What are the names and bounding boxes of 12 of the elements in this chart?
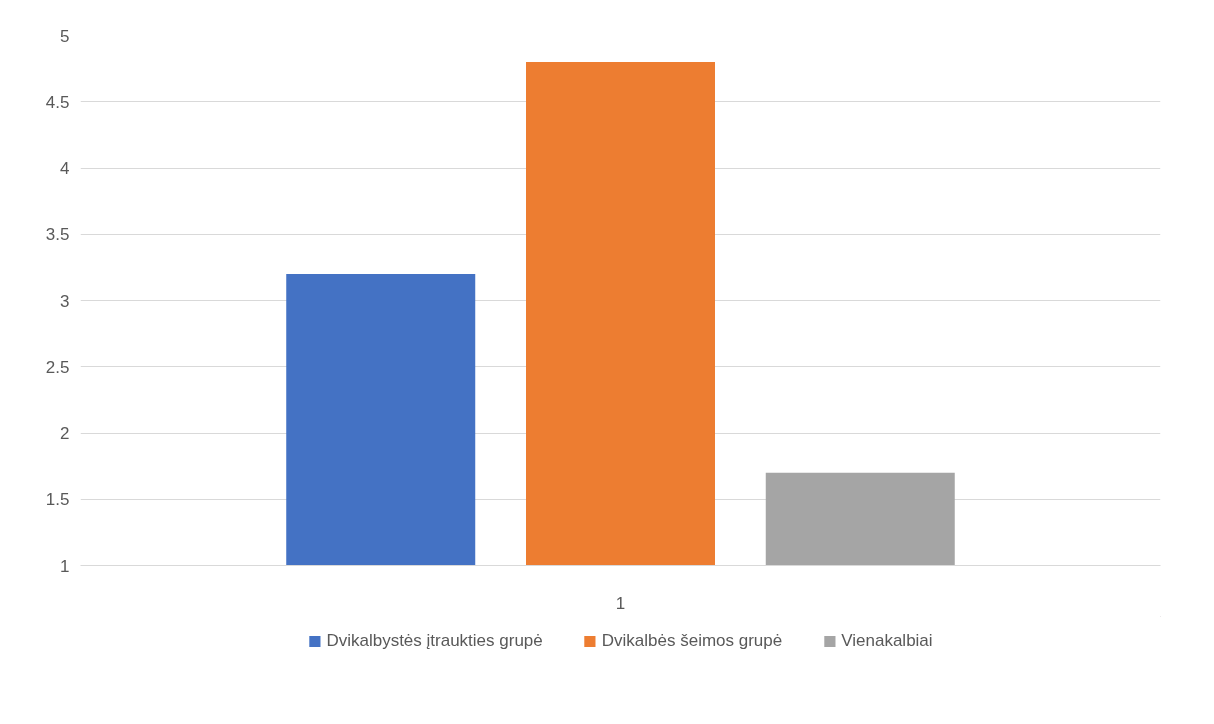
y-tick-label: 5 (60, 26, 70, 46)
legend-label: Dvikalbystės įtraukties grupė (326, 631, 543, 651)
y-tick-label: 3.5 (45, 225, 70, 245)
y-tick-label: 1 (60, 556, 70, 576)
y-tick-label: 4 (60, 159, 70, 178)
y-tick-label: 4.5 (45, 92, 70, 112)
legend-label: Vienakalbiai (841, 631, 933, 651)
y-tick-label: 2.5 (45, 357, 70, 377)
y-tick-label: 3 (60, 291, 70, 311)
y-tick-label: 2 (60, 424, 70, 443)
y-tick-label: 1.5 (45, 490, 70, 510)
legend-label: Dvikalbės šeimos grupė (601, 631, 783, 651)
